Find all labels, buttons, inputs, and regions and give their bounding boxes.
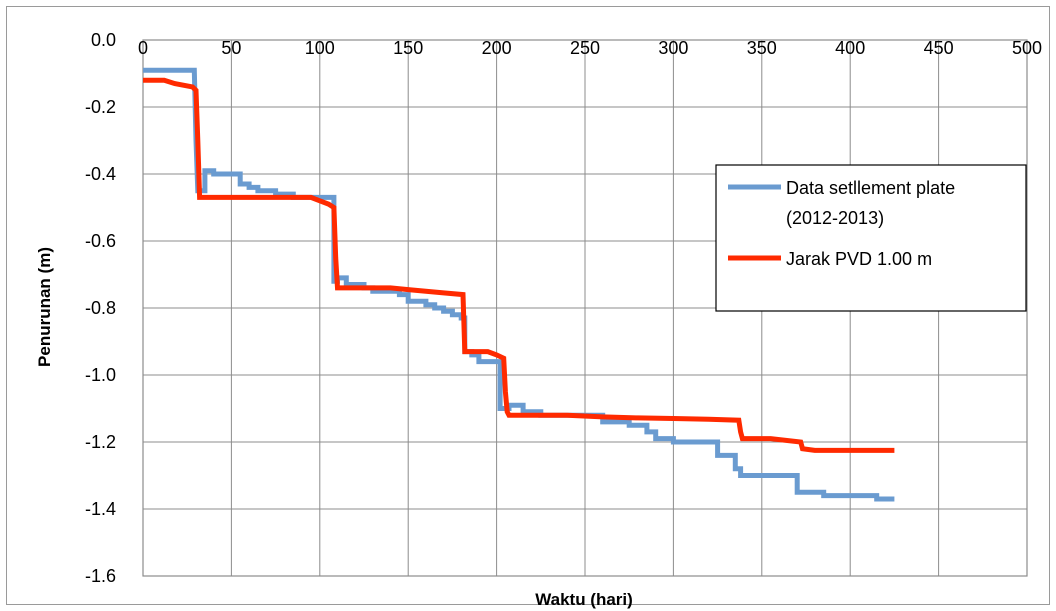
y-tick-label: -1.0	[85, 365, 116, 385]
y-tick-label: -1.2	[85, 432, 116, 452]
y-axis-title: Penurunan (m)	[35, 247, 54, 367]
x-axis-title: Waktu (hari)	[535, 590, 633, 609]
legend-label-pvd: Jarak PVD 1.00 m	[786, 249, 932, 269]
x-tick-label: 100	[305, 38, 335, 58]
x-tick-label: 50	[221, 38, 241, 58]
y-tick-label: -0.4	[85, 164, 116, 184]
x-tick-label: 450	[924, 38, 954, 58]
x-tick-label: 350	[747, 38, 777, 58]
series	[143, 67, 895, 502]
x-tick-label: 400	[835, 38, 865, 58]
legend-label-settlement-plate: Data setllement plate	[786, 178, 955, 198]
series-line-pvd	[143, 77, 895, 453]
y-tick-label: -1.4	[85, 499, 116, 519]
y-tick-label: 0.0	[91, 30, 116, 50]
x-tick-label: 300	[658, 38, 688, 58]
y-tick-labels: 0.0 -0.2 -0.4 -0.6 -0.8 -1.0 -1.2 -1.4 -1.6	[85, 30, 116, 586]
plot-border	[142, 39, 1028, 577]
x-tick-label: 150	[393, 38, 423, 58]
x-tick-labels: 0 50 100 150 200 250 300 350 400 450 500	[138, 38, 1042, 58]
x-tick-label: 250	[570, 38, 600, 58]
y-tick-label: -0.6	[85, 231, 116, 251]
x-tick-label: 0	[138, 38, 148, 58]
x-tick-label: 200	[482, 38, 512, 58]
legend-label-settlement-plate-line2: (2012-2013)	[786, 208, 884, 228]
legend: Data setllement plate (2012-2013) Jarak …	[715, 164, 1027, 312]
x-tick-label: 500	[1012, 38, 1042, 58]
y-tick-label: -0.8	[85, 298, 116, 318]
y-tick-label: -0.2	[85, 97, 116, 117]
y-tick-label: -1.6	[85, 566, 116, 586]
